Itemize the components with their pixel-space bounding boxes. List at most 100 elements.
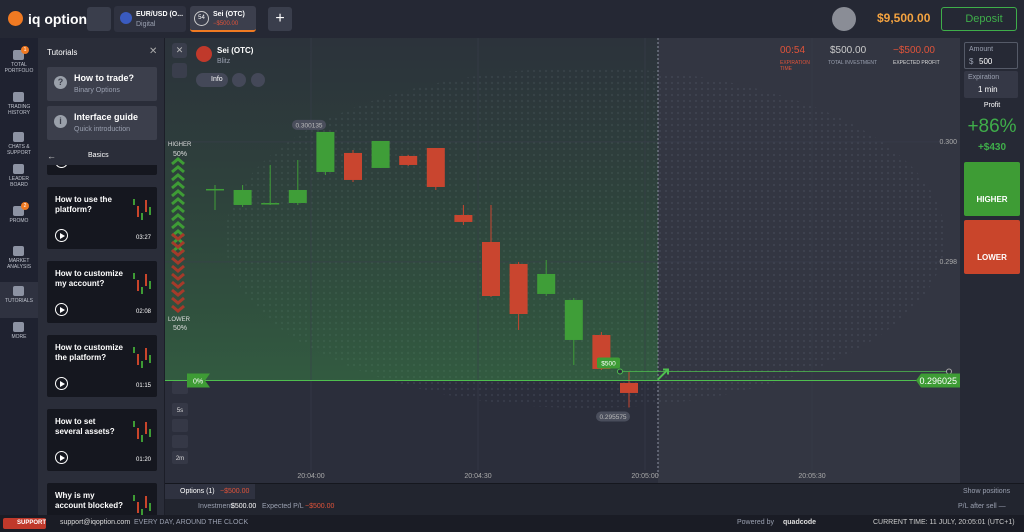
interval-button[interactable] (172, 403, 188, 416)
x-tick-label: 20:05:00 (631, 473, 658, 480)
video-card[interactable]: How to use the platform? 03:27 (47, 187, 157, 249)
stat-label: TOTAL INVESTMENT (828, 60, 878, 66)
amount-label: Amount (969, 46, 994, 53)
expand[interactable] (172, 63, 187, 78)
thumb-decor (133, 495, 135, 501)
stat-value: $500.00 (830, 45, 867, 56)
avatar[interactable] (832, 7, 856, 31)
bell-button[interactable] (232, 73, 246, 87)
thumb-decor (145, 348, 147, 360)
thumb-decor (137, 206, 139, 217)
sidebar-item[interactable]: MORE (0, 318, 38, 354)
support-email[interactable]: support@iqoption.com (60, 519, 131, 526)
profit-pct: +86% (967, 116, 1017, 137)
deposit-button[interactable]: Deposit (941, 7, 1017, 31)
thumb-decor (133, 421, 135, 427)
video-card[interactable]: How to customize the platform? 01:15 (47, 335, 157, 397)
close-chart[interactable]: ✕ (172, 43, 187, 58)
low-label: 0.295575 (599, 414, 626, 421)
lower-chevron (171, 264, 185, 273)
thumb-decor (141, 287, 143, 294)
deal-label: $500 (601, 360, 616, 367)
asset-name[interactable]: Sei (OTC) (217, 46, 254, 55)
high-label: 0.300135 (295, 122, 322, 129)
video-card[interactable]: How to customize my account? 02:08 (47, 261, 157, 323)
deal-end (946, 368, 952, 375)
play-button[interactable] (55, 377, 68, 390)
guide-card[interactable]: i Interface guide Quick introduction (47, 106, 157, 140)
video-card[interactable]: How to set several assets? 01:20 (47, 409, 157, 471)
low-label-box (596, 411, 630, 422)
sidebar-item[interactable]: 1 TOTAL PORTFOLIO (0, 46, 38, 82)
play-button[interactable] (55, 165, 68, 168)
positions-tab[interactable]: Options (1) −$500.00 (165, 484, 255, 499)
x-tick-label: 20:04:00 (297, 473, 324, 480)
show-positions[interactable]: Show positions (963, 488, 1011, 495)
thumb-decor (133, 199, 135, 205)
lower-chevron (171, 272, 185, 281)
video-title: How to customize my account? (55, 269, 124, 288)
sidebar-item[interactable]: 2 PROMO (0, 202, 38, 238)
sidebar-item[interactable]: TRADING HISTORY (0, 88, 38, 124)
thumb-decor (137, 502, 139, 513)
logo[interactable]: iq option (28, 11, 88, 27)
sidebar-item[interactable]: TUTORIALS (0, 282, 38, 318)
zero-tag (187, 373, 210, 388)
candle-body (261, 203, 280, 205)
star-button[interactable] (251, 73, 265, 87)
back[interactable]: ← (47, 151, 56, 161)
tutorials-panel: Tutorials ✕ ? How to trade? Binary Optio… (38, 38, 165, 515)
expiration-box[interactable]: Expiration 1 min (964, 71, 1018, 98)
grid-button[interactable] (87, 7, 111, 31)
lower-chevron (171, 288, 185, 297)
lower-chevron (171, 248, 185, 257)
brand: quadcode (783, 519, 817, 526)
balance[interactable]: $9,500.00 (877, 11, 931, 25)
lower-chevron (171, 304, 185, 313)
profit-label: Profit (983, 102, 1001, 109)
sidebar-label: MARKET ANALYSIS (6, 258, 32, 270)
interval-button[interactable] (172, 451, 188, 464)
tool-button[interactable] (172, 381, 188, 394)
tab[interactable]: 54 Sei (OTC) −$500.00 (190, 6, 256, 32)
guide-sub: Binary Options (74, 87, 120, 94)
thumb-decor (137, 280, 139, 291)
x-tick-label: 20:04:30 (464, 473, 491, 480)
guide-card[interactable]: ? How to trade? Binary Options (47, 67, 157, 101)
thumb-decor (141, 435, 143, 442)
thumb-decor (133, 347, 135, 353)
sidebar-item[interactable]: MARKET ANALYSIS (0, 242, 38, 278)
thumb-decor (141, 213, 143, 220)
close[interactable]: ✕ (149, 46, 158, 57)
candle-body (288, 189, 307, 203)
tool-button[interactable] (172, 435, 188, 448)
amount-box[interactable]: Amount $ 500 (964, 42, 1018, 69)
zero-label: 0% (193, 378, 203, 385)
tool-button[interactable] (172, 419, 188, 432)
support-button[interactable]: SUPPORT (3, 518, 46, 529)
logo-icon[interactable] (8, 11, 23, 26)
amount: 500 (979, 57, 993, 66)
sidebar-item[interactable]: LEADER BOARD (0, 160, 38, 196)
candle-body (233, 189, 252, 205)
stat-label: EXPIRATION TIME (780, 60, 810, 72)
guide-sub: Quick introduction (74, 126, 131, 133)
video-card[interactable]: 01:51 (47, 165, 157, 175)
stat-value: −$500.00 (893, 45, 935, 56)
info-button[interactable]: Info (196, 73, 228, 87)
footer: SUPPORT support@iqoption.com EVERY DAY, … (0, 515, 1024, 532)
thumb-decor (145, 274, 147, 286)
candle-body (316, 131, 335, 172)
tab[interactable]: EUR/USD (O... Digital (114, 6, 186, 32)
play-button[interactable] (55, 303, 68, 316)
sidebar-item[interactable]: CHATS & SUPPORT (0, 128, 38, 164)
add-tab[interactable]: + (268, 7, 292, 31)
lower-button[interactable]: LOWER (964, 220, 1020, 274)
higher-chevron (171, 205, 185, 214)
play-button[interactable] (55, 229, 68, 242)
sidebar-label: MORE (11, 334, 27, 340)
stat-label: EXPECTED PROFIT (893, 60, 940, 66)
video-card[interactable]: Why is my account blocked? (47, 483, 157, 515)
higher-button[interactable]: HIGHER (964, 162, 1020, 216)
play-button[interactable] (55, 451, 68, 464)
